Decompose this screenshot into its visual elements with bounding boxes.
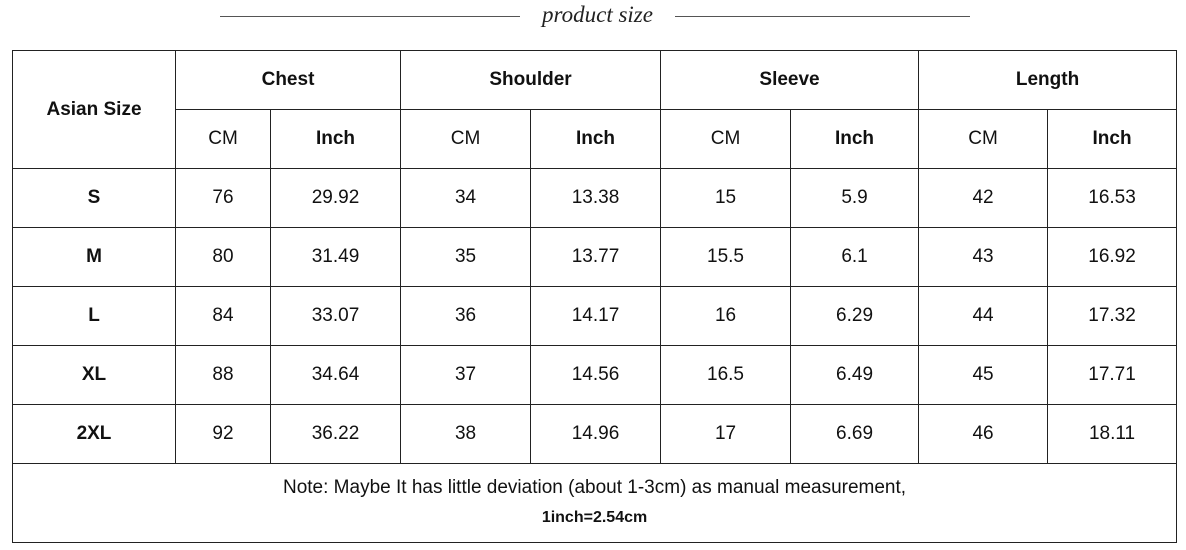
divider: [220, 16, 520, 17]
cell: 6.29: [790, 286, 920, 346]
data-row: M 80 31.49 35 13.77 15.5 6.1 43 16.92: [12, 227, 1178, 287]
unit-header: Inch: [269, 109, 402, 169]
size-label: M: [12, 227, 176, 287]
cell: 15: [660, 168, 792, 228]
cell: 31.49: [269, 227, 402, 287]
cell: 6.49: [790, 345, 920, 405]
cell: 17.32: [1047, 286, 1178, 346]
size-label: 2XL: [12, 404, 176, 464]
cell: 37: [400, 345, 532, 405]
group-header: Length: [918, 50, 1178, 110]
cell: 46: [918, 404, 1049, 464]
cell: 34: [400, 168, 532, 228]
cell: 29.92: [269, 168, 402, 228]
header-row: Asian Size Chest Shoulder Sleeve Length: [12, 50, 1178, 169]
cell: 17: [660, 404, 792, 464]
cell: 80: [175, 227, 271, 287]
cell: 17.71: [1047, 345, 1178, 405]
title: product size: [542, 2, 653, 27]
cell: 92: [175, 404, 271, 464]
unit-header: CM: [400, 109, 532, 169]
note: Note: Maybe It has little deviation (abo…: [11, 463, 1178, 543]
cell: 16.5: [660, 345, 792, 405]
cell: 14.17: [530, 286, 662, 346]
cell: 38: [400, 404, 532, 464]
cell: 13.77: [530, 227, 662, 287]
cell: 76: [175, 168, 271, 228]
group-header: Sleeve: [660, 50, 920, 110]
cell: 6.1: [790, 227, 920, 287]
cell: 88: [175, 345, 271, 405]
size-label: L: [12, 286, 176, 346]
cell: 6.69: [790, 404, 920, 464]
data-row: XL 88 34.64 37 14.56 16.5 6.49 45 17.71: [12, 345, 1178, 405]
unit-header: Inch: [790, 109, 920, 169]
corner-header: Asian Size: [12, 50, 176, 169]
group-header: Chest: [174, 50, 402, 110]
cell: 5.9: [790, 168, 920, 228]
size-label: S: [12, 168, 176, 228]
unit-header: CM: [175, 109, 271, 169]
divider: [675, 16, 970, 17]
cell: 43: [918, 227, 1049, 287]
cell: 44: [918, 286, 1049, 346]
note-text: 1inch=2.54cm: [541, 509, 648, 526]
cell: 18.11: [1047, 404, 1178, 464]
cell: 36: [400, 286, 532, 346]
cell: 14.96: [530, 404, 662, 464]
size-label: XL: [12, 345, 176, 405]
cell: 36.22: [269, 404, 402, 464]
cell: 15.5: [660, 227, 792, 287]
data-row: S 76 29.92 34 13.38 15 5.9 42 16.53: [12, 168, 1178, 228]
note-row: Note: Maybe It has little deviation (abo…: [11, 463, 1178, 543]
unit-header: CM: [660, 109, 792, 169]
data-row: 2XL 92 36.22 38 14.96 17 6.69 46 18.11: [12, 404, 1178, 464]
cell: 45: [918, 345, 1049, 405]
cell: 16.92: [1047, 227, 1178, 287]
cell: 13.38: [530, 168, 662, 228]
note-text: Note: Maybe It has little deviation (abo…: [282, 477, 907, 498]
cell: 42: [918, 168, 1049, 228]
group-header: Shoulder: [400, 50, 662, 110]
size-table: Asian Size Chest Shoulder Sleeve Length CM Inc…: [11, 50, 1178, 543]
cell: 16: [660, 286, 792, 346]
unit-header: Inch: [530, 109, 662, 169]
cell: 35: [400, 227, 532, 287]
unit-row: CM Inch CM Inch CM Inch CM Inch: [13, 109, 1178, 169]
cell: 84: [175, 286, 271, 346]
data-row: L 84 33.07 36 14.17 16 6.29 44 17.32: [12, 286, 1178, 346]
title-bar: product size: [0, 0, 1186, 34]
unit-header: CM: [918, 109, 1049, 169]
cell: 16.53: [1047, 168, 1178, 228]
cell: 14.56: [530, 345, 662, 405]
unit-header: Inch: [1047, 109, 1178, 169]
cell: 34.64: [269, 345, 402, 405]
cell: 33.07: [269, 286, 402, 346]
